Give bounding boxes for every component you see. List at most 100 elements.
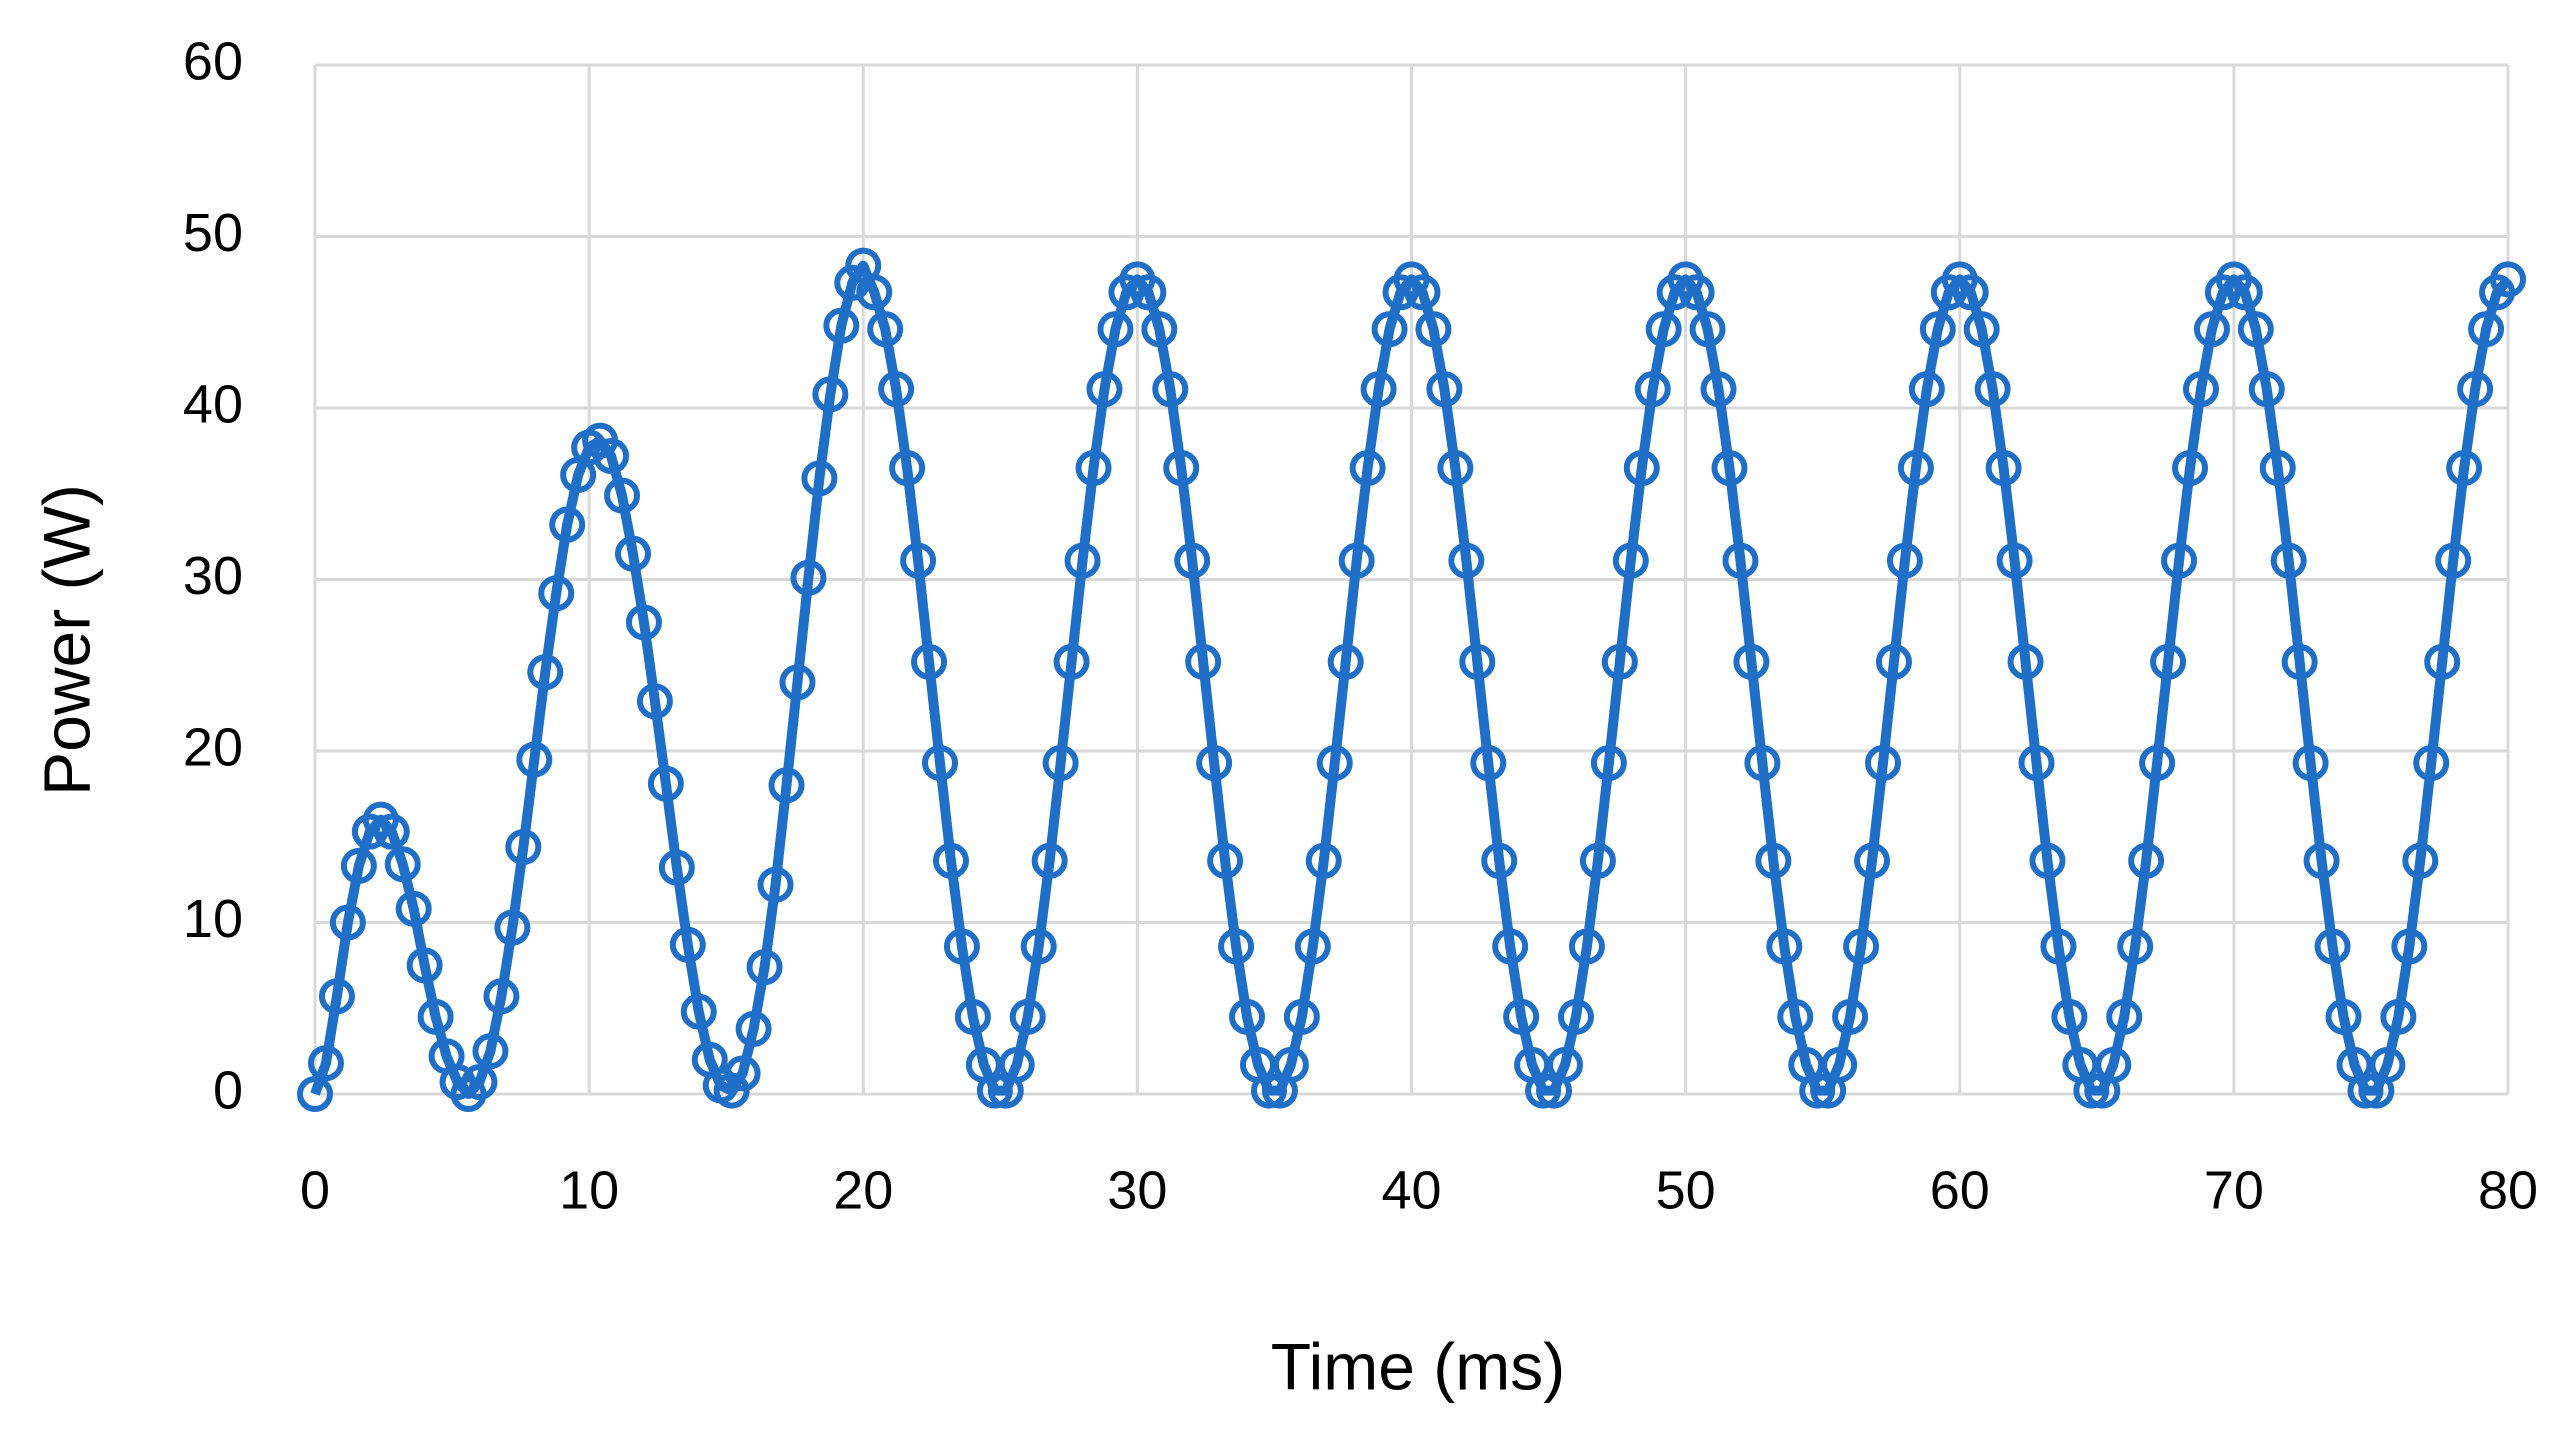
data-marker bbox=[2095, 1046, 2132, 1083]
x-tick-label: 80 bbox=[2478, 1160, 2538, 1220]
y-tick-label: 40 bbox=[183, 374, 243, 434]
data-marker bbox=[1218, 928, 1255, 965]
data-marker bbox=[801, 460, 838, 497]
data-marker bbox=[2051, 998, 2088, 1035]
data-marker bbox=[943, 928, 980, 965]
data-marker bbox=[1338, 542, 1375, 579]
data-marker bbox=[1766, 928, 1803, 965]
data-marker bbox=[1305, 842, 1342, 879]
data-marker bbox=[1568, 928, 1605, 965]
data-marker bbox=[2237, 311, 2274, 348]
x-tick-label: 0 bbox=[300, 1160, 330, 1220]
data-marker bbox=[1130, 274, 1167, 311]
data-marker bbox=[1294, 928, 1331, 965]
data-marker bbox=[2018, 745, 2055, 782]
data-marker bbox=[2490, 261, 2526, 298]
data-marker bbox=[593, 438, 630, 475]
data-marker bbox=[2073, 1072, 2110, 1109]
data-marker bbox=[2193, 311, 2230, 348]
data-marker bbox=[1886, 542, 1923, 579]
data-marker bbox=[1459, 643, 1496, 680]
data-marker bbox=[1031, 842, 1068, 879]
data-marker bbox=[1448, 542, 1485, 579]
data-marker bbox=[2446, 450, 2483, 487]
data-marker bbox=[1854, 842, 1891, 879]
data-marker bbox=[757, 866, 794, 903]
data-marker bbox=[1426, 371, 1463, 408]
data-marker bbox=[483, 978, 520, 1015]
data-marker bbox=[538, 575, 575, 612]
data-marker bbox=[340, 847, 377, 884]
data-marker bbox=[2325, 998, 2362, 1035]
data-marker bbox=[1229, 998, 1266, 1035]
data-marker bbox=[1579, 842, 1616, 879]
data-marker bbox=[1404, 274, 1441, 311]
data-marker bbox=[1733, 643, 1770, 680]
data-marker bbox=[1799, 1072, 1836, 1109]
data-marker bbox=[658, 849, 695, 886]
data-marker bbox=[1349, 450, 1386, 487]
data-marker bbox=[1744, 745, 1781, 782]
data-marker bbox=[1174, 542, 1211, 579]
data-marker bbox=[812, 376, 849, 413]
data-marker bbox=[2029, 842, 2066, 879]
data-marker bbox=[461, 1063, 498, 1100]
data-marker bbox=[1777, 998, 1814, 1035]
data-marker bbox=[2292, 745, 2329, 782]
data-marker bbox=[2468, 311, 2505, 348]
data-marker bbox=[2182, 371, 2219, 408]
data-marker bbox=[1897, 450, 1934, 487]
data-marker bbox=[1327, 643, 1364, 680]
x-tick-label: 50 bbox=[1656, 1160, 1716, 1220]
data-marker bbox=[636, 683, 673, 720]
data-marker bbox=[1437, 450, 1474, 487]
data-marker bbox=[1908, 371, 1945, 408]
data-marker bbox=[1009, 998, 1046, 1035]
data-marker bbox=[2303, 842, 2340, 879]
data-marker bbox=[1843, 928, 1880, 965]
data-marker bbox=[1612, 542, 1649, 579]
data-marker bbox=[307, 1045, 344, 1082]
data-marker bbox=[1985, 450, 2022, 487]
data-marker bbox=[1590, 745, 1627, 782]
data-marker bbox=[1020, 928, 1057, 965]
data-marker bbox=[614, 535, 651, 572]
data-marker bbox=[2259, 450, 2296, 487]
data-marker bbox=[2391, 928, 2428, 965]
data-marker bbox=[1207, 842, 1244, 879]
data-marker bbox=[329, 904, 366, 941]
data-marker bbox=[1196, 745, 1233, 782]
data-marker bbox=[2248, 371, 2285, 408]
data-marker bbox=[922, 745, 959, 782]
data-marker bbox=[2270, 542, 2307, 579]
data-marker bbox=[1547, 1046, 1584, 1083]
data-marker bbox=[1623, 450, 1660, 487]
data-marker bbox=[878, 371, 915, 408]
data-marker bbox=[604, 477, 641, 514]
data-marker bbox=[505, 829, 542, 866]
data-marker bbox=[856, 274, 893, 311]
data-marker bbox=[1250, 1072, 1287, 1109]
data-marker bbox=[768, 767, 805, 804]
y-tick-label: 30 bbox=[183, 546, 243, 606]
data-marker bbox=[823, 307, 860, 344]
data-marker bbox=[2281, 643, 2318, 680]
data-marker bbox=[2172, 450, 2209, 487]
data-marker bbox=[735, 1010, 772, 1047]
data-marker bbox=[1919, 311, 1956, 348]
data-marker bbox=[549, 506, 586, 543]
data-marker bbox=[1097, 311, 1134, 348]
data-marker bbox=[1371, 311, 1408, 348]
data-marker bbox=[494, 909, 531, 946]
data-marker bbox=[395, 890, 432, 927]
data-marker bbox=[516, 741, 553, 778]
data-marker bbox=[1470, 745, 1507, 782]
x-tick-label: 20 bbox=[833, 1160, 893, 1220]
data-marker bbox=[889, 450, 926, 487]
data-marker bbox=[1525, 1072, 1562, 1109]
data-marker bbox=[472, 1033, 509, 1070]
data-marker bbox=[1634, 371, 1671, 408]
data-marker bbox=[2424, 643, 2461, 680]
data-marker bbox=[1645, 311, 1682, 348]
data-marker bbox=[647, 765, 684, 802]
